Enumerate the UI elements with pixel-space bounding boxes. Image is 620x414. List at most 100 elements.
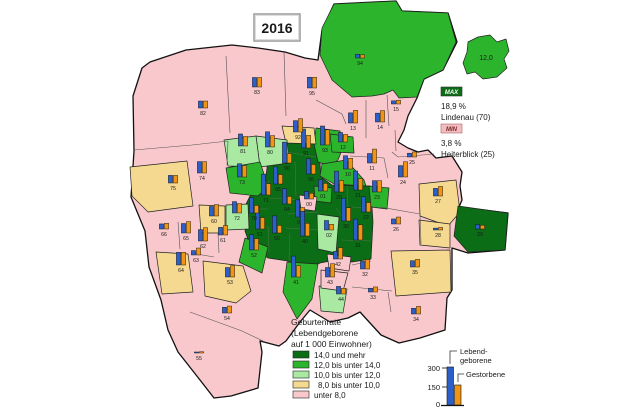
legend-label-3: 10,0 bis unter 12,0 xyxy=(314,371,381,380)
district-10-label: 10 xyxy=(345,172,351,178)
min-badge-label: MIN xyxy=(446,127,458,133)
legend-label-2: 12,0 bis unter 14,0 xyxy=(314,361,381,370)
district-66-label: 66 xyxy=(161,232,167,238)
district-boundary xyxy=(349,155,385,159)
district-55-label: 55 xyxy=(196,356,202,362)
min-value: 3,8 % xyxy=(441,139,461,148)
district-63-label: 63 xyxy=(193,258,199,264)
min-district-name: Heiterblick (25) xyxy=(441,150,495,159)
district-28-births-bar xyxy=(433,227,438,231)
district-15-births-bar xyxy=(391,100,396,105)
district-92-births-bar xyxy=(293,120,298,133)
district-75-births-bar xyxy=(168,175,173,184)
district-52-label: 52 xyxy=(251,253,257,259)
deaths-legend-label: Gestorbene xyxy=(466,370,505,379)
legend-label-5: unter 8,0 xyxy=(314,391,346,400)
district-52-area xyxy=(238,237,269,274)
bar-scale-legend: 300 150 0 Lebend- geborene Gestorbene xyxy=(427,347,505,409)
district-74-births-bar xyxy=(197,161,202,174)
district-61-births-bar xyxy=(218,227,223,236)
district-29-deaths-bar xyxy=(480,224,485,230)
district-43-births-bar xyxy=(325,267,330,278)
district-26-deaths-bar xyxy=(396,216,401,225)
district-boundary xyxy=(346,185,349,208)
district-43-deaths-bar xyxy=(330,263,335,278)
district-73-label: 73 xyxy=(239,180,245,186)
district-62-label: 62 xyxy=(200,244,206,250)
district-90-label: 90 xyxy=(284,166,290,172)
district-14-births-bar xyxy=(375,112,380,123)
district-80-births-bar xyxy=(265,131,270,148)
district-51-deaths-bar xyxy=(260,217,265,230)
district-23-births-bar xyxy=(372,180,377,193)
district-06-births-bar xyxy=(306,158,311,175)
class-legend: Geburtenrate (Lebendgeborene auf 1 000 E… xyxy=(291,317,381,400)
district-44-deaths-bar xyxy=(341,288,346,295)
district-boundary xyxy=(386,94,390,127)
district-boundary xyxy=(217,232,220,254)
district-boundary xyxy=(267,225,270,253)
district-54-deaths-bar xyxy=(227,305,232,314)
district-51-label: 51 xyxy=(257,232,263,238)
district-35-births-bar xyxy=(410,260,415,268)
min-badge xyxy=(440,123,463,134)
district-35-area xyxy=(390,249,452,297)
district-25-births-bar xyxy=(407,152,412,158)
district-41-births-bar xyxy=(291,255,296,278)
district-30-births-bar xyxy=(341,197,346,222)
district-90-births-bar xyxy=(282,141,287,164)
district-02-label: 02 xyxy=(326,233,332,239)
district-40-births-bar xyxy=(300,211,305,237)
district-50-births-bar xyxy=(272,215,277,234)
year-label: 2016 xyxy=(261,20,292,36)
tick-0: 0 xyxy=(436,400,440,409)
district-20-label: 20 xyxy=(336,195,342,201)
district-10-births-bar xyxy=(343,155,348,170)
district-01-births-bar xyxy=(318,179,323,192)
district-72-label: 72 xyxy=(234,216,240,222)
district-55-deaths-bar xyxy=(199,351,204,354)
district-80-label: 80 xyxy=(267,150,273,156)
district-53-area xyxy=(202,260,252,304)
district-00-births-bar xyxy=(304,191,309,200)
district-26-label: 26 xyxy=(393,227,399,233)
district-boundary xyxy=(419,213,422,245)
district-44-label: 44 xyxy=(338,297,344,303)
legend-swatch-1 xyxy=(292,350,310,359)
district-25-label: 25 xyxy=(409,160,415,166)
district-91-deaths-bar xyxy=(306,135,311,149)
district-83-births-bar xyxy=(252,77,257,88)
district-boundary xyxy=(391,151,435,158)
tick-300: 300 xyxy=(427,364,440,373)
district-44-births-bar xyxy=(336,286,341,295)
district-21-label: 21 xyxy=(355,193,361,199)
district-boundary xyxy=(294,161,297,197)
district-33-label: 33 xyxy=(370,295,376,301)
district-20-deaths-bar xyxy=(339,180,344,193)
district-26-births-bar xyxy=(391,218,396,225)
max-min-stats: MAX 18,9 % Lindenau (70) MIN 3,8 % Heite… xyxy=(440,86,495,159)
district-50-deaths-bar xyxy=(277,225,282,234)
district-94-area xyxy=(319,0,457,99)
district-91-births-bar xyxy=(301,128,306,149)
district-60-births-bar xyxy=(209,206,214,217)
district-29-births-bar xyxy=(475,224,480,230)
district-72-births-bar xyxy=(232,201,237,214)
map-districts-layer: 00 01 02 03 04 05 06 10 11 12 13 14 15 20 21 22 23 24 25 26… xyxy=(129,0,510,399)
district-boundary xyxy=(285,151,317,158)
district-01-deaths-bar xyxy=(323,183,328,192)
district-28-label: 28 xyxy=(435,233,441,239)
district-70-label: 70 xyxy=(251,216,257,222)
district-63-births-bar xyxy=(191,250,196,256)
max-badge xyxy=(440,86,463,97)
district-05-deaths-bar xyxy=(278,174,283,185)
district-13-births-bar xyxy=(348,112,353,124)
district-13-label: 13 xyxy=(350,126,356,132)
district-42-births-bar xyxy=(333,251,338,260)
district-23-label: 23 xyxy=(374,195,380,201)
district-35-deaths-bar xyxy=(415,259,420,268)
district-62-births-bar xyxy=(198,229,203,242)
district-94-label: 94 xyxy=(357,61,363,67)
district-boundary xyxy=(387,291,392,313)
